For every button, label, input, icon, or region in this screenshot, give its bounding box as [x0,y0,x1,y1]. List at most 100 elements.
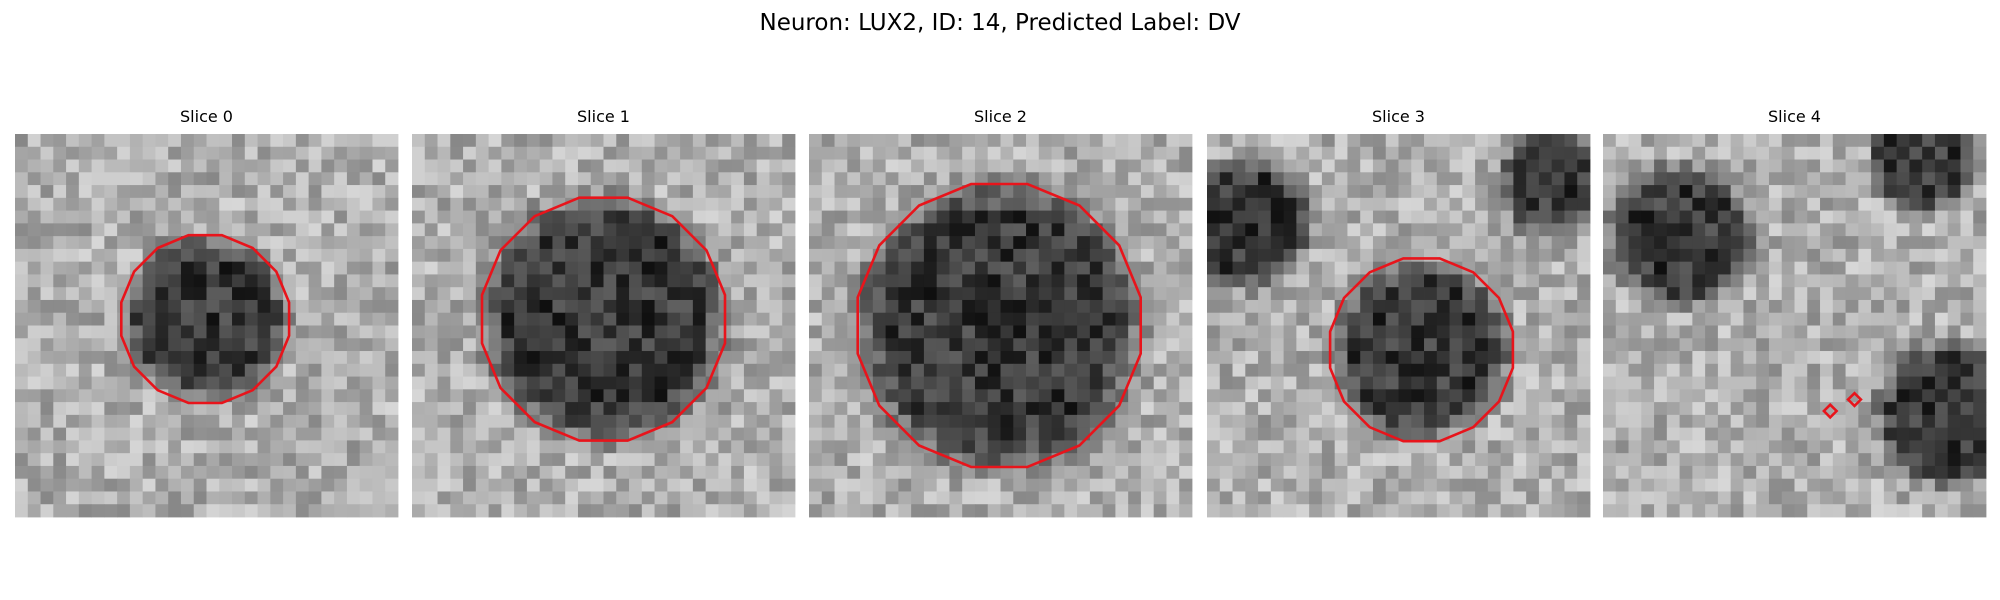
pixel [1564,465,1578,480]
pixel [1115,274,1129,288]
pixel [1743,223,1757,237]
pixel [1258,261,1272,275]
pixel [359,453,373,467]
pixel [1398,261,1412,275]
pixel [424,465,438,480]
pixel [129,248,144,263]
pixel [450,236,464,250]
pixel [769,261,783,275]
pixel [821,491,835,505]
pixel [78,338,92,352]
pixel [743,261,758,275]
pixel [923,146,938,160]
pixel [1794,248,1808,263]
pixel [1781,504,1795,518]
pixel [40,491,54,505]
pixel [488,351,502,365]
pixel [1858,236,1872,250]
pixel [359,210,373,224]
pixel [1462,248,1476,263]
pixel [1973,172,1987,186]
pixel [1909,223,1923,237]
pixel [885,351,899,365]
pixel [667,261,681,275]
pixel [142,261,156,275]
pixel [1500,172,1514,186]
pixel [1922,453,1936,467]
pixel [155,274,169,288]
pixel [1309,414,1323,429]
pixel [1487,299,1502,314]
pixel [1781,210,1795,224]
pixel [667,299,681,314]
pixel [142,325,156,339]
pixel [629,299,643,314]
pixel [66,427,80,441]
pixel [488,185,502,199]
pixel [193,261,207,275]
pixel [1385,248,1399,263]
pixel [40,440,54,454]
pixel [603,338,617,352]
pixel [1960,478,1974,492]
pixel [718,427,732,441]
pixel [756,261,770,275]
pixel [1896,414,1910,429]
pixel [1654,248,1668,263]
pixel [1372,478,1387,492]
pixel [756,210,770,224]
pixel [603,172,617,186]
image-panel [15,134,399,518]
pixel [603,376,617,390]
pixel [1781,478,1795,492]
pixel [1219,504,1233,518]
pixel [385,261,399,275]
pixel [1832,465,1846,480]
pixel [1551,185,1565,199]
pixel [1628,363,1642,377]
pixel [1232,248,1246,263]
pixel [514,376,528,390]
pixel [1947,478,1961,492]
pixel [1219,402,1233,416]
pixel [1166,414,1180,429]
pixel [1026,504,1040,518]
pixel [1705,185,1719,199]
pixel [488,440,502,454]
pixel [142,299,156,314]
pixel [321,491,335,505]
pixel [1654,159,1668,173]
pixel [667,197,681,211]
pixel [308,146,322,160]
pixel [1321,274,1336,288]
pixel [1207,363,1221,377]
pixel [1424,185,1438,199]
pixel [475,376,489,390]
pixel [834,134,848,148]
pixel [1270,478,1284,492]
pixel [1807,325,1821,339]
pixel [475,402,489,416]
pixel [1487,261,1502,275]
pixel [834,376,848,390]
pixel [1768,248,1783,263]
pixel [1347,146,1361,160]
pixel [66,134,80,148]
pixel [1909,376,1923,390]
pixel [180,478,195,492]
pixel [1051,223,1065,237]
pixel [1207,491,1221,505]
pixel [463,312,477,326]
pixel [117,376,131,390]
pixel [590,351,604,365]
pixel [27,248,41,263]
pixel [872,376,886,390]
pixel [1077,363,1091,377]
pixel [244,172,258,186]
pixel [117,351,131,365]
pixel [1794,491,1808,505]
pixel [885,389,899,403]
pixel [834,248,848,263]
pixel [91,287,105,301]
pixel [1947,338,1961,352]
